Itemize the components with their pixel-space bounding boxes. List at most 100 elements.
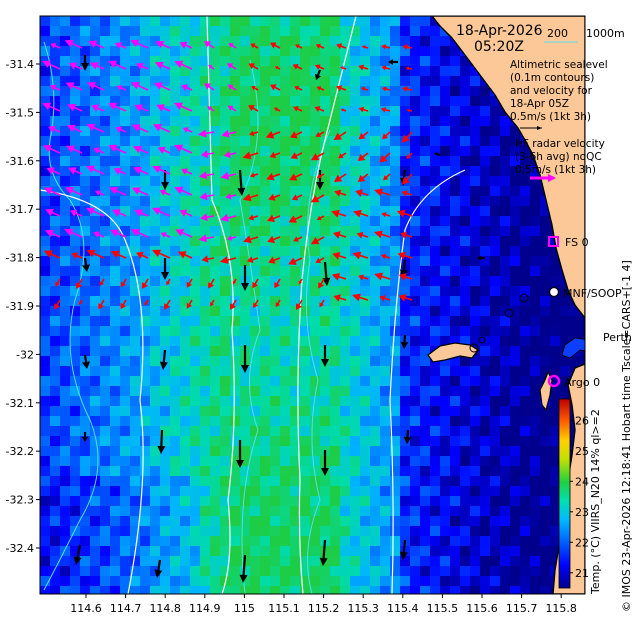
- sst-cell: [440, 526, 451, 537]
- sst-cell: [350, 256, 361, 267]
- sst-cell: [130, 106, 141, 117]
- sst-cell: [400, 566, 411, 577]
- hf-radar-arrow: [374, 272, 391, 281]
- sst-cell: [540, 546, 551, 557]
- sst-cell: [460, 496, 471, 507]
- sst-cell: [110, 156, 121, 167]
- sst-cell: [280, 156, 291, 167]
- sst-cell: [160, 66, 171, 77]
- sst-cell: [300, 486, 311, 497]
- sst-cell: [180, 326, 191, 337]
- sst-cell: [380, 426, 391, 437]
- perth-marker: [592, 325, 602, 335]
- sst-cell: [510, 286, 521, 297]
- hf-radar-arrow: [333, 294, 347, 302]
- sst-cell: [120, 566, 131, 577]
- sst-cell: [50, 276, 61, 287]
- sst-cell: [310, 376, 321, 387]
- sst-cell: [400, 196, 411, 207]
- sst-cell: [180, 306, 191, 317]
- hf-legend-line: (3-6h avg) noQC: [515, 151, 602, 163]
- sst-cell: [80, 446, 91, 457]
- hf-radar-arrow: [293, 236, 303, 242]
- hf-radar-arrow: [316, 86, 325, 91]
- sst-cell: [50, 366, 61, 377]
- sst-cell: [360, 526, 371, 537]
- sst-cell: [410, 336, 421, 347]
- sst-cell: [210, 296, 221, 307]
- sst-cell: [160, 456, 171, 467]
- hf-radar-arrow: [155, 40, 171, 49]
- sst-cell: [270, 206, 281, 217]
- sst-cell: [350, 576, 361, 587]
- sst-cell: [100, 586, 111, 594]
- sst-cell: [280, 356, 291, 367]
- sst-cell: [540, 496, 551, 507]
- sst-cell: [500, 316, 511, 327]
- sst-cell: [280, 196, 291, 207]
- sst-cell: [150, 336, 161, 347]
- sst-cell: [170, 216, 181, 227]
- sst-cell: [100, 156, 111, 167]
- sst-cell: [380, 236, 391, 247]
- sst-cell: [270, 536, 281, 547]
- sst-cell: [490, 316, 501, 327]
- sst-cell: [150, 576, 161, 587]
- sst-cell: [290, 436, 301, 447]
- sst-cell: [170, 406, 181, 417]
- sst-cell: [480, 256, 491, 267]
- hf-radar-velocity-arrows: [42, 39, 413, 310]
- sst-cell: [260, 96, 271, 107]
- sst-cell: [200, 26, 211, 37]
- sst-cell: [450, 236, 461, 247]
- sst-cell: [320, 376, 331, 387]
- sst-cell: [200, 186, 211, 197]
- sst-cell: [460, 316, 471, 327]
- hf-radar-arrow: [130, 39, 149, 49]
- sst-cell: [250, 436, 261, 447]
- sst-cell: [440, 266, 451, 277]
- sst-cell: [110, 16, 121, 27]
- sst-cell: [210, 566, 221, 577]
- sst-cell: [260, 496, 271, 507]
- sst-cell: [310, 566, 321, 577]
- sst-cell: [90, 376, 101, 387]
- title-block: 18-Apr-2026 05:20Z 200 1000m: [456, 23, 625, 55]
- sst-cell: [270, 56, 281, 67]
- sst-cell: [70, 286, 81, 297]
- sst-cell: [340, 486, 351, 497]
- sst-cell: [210, 116, 221, 127]
- sst-cell: [180, 516, 191, 527]
- sst-cell: [380, 576, 391, 587]
- sst-cell: [430, 576, 441, 587]
- sst-cell: [340, 436, 351, 447]
- sst-cell: [120, 376, 131, 387]
- sst-cell: [440, 426, 451, 437]
- sst-cell: [40, 486, 51, 497]
- sst-cell: [130, 296, 141, 307]
- sst-cell: [430, 226, 441, 237]
- sst-cell: [50, 546, 61, 557]
- sst-cell: [60, 536, 71, 547]
- sst-cell: [260, 386, 271, 397]
- sst-cell: [190, 236, 201, 247]
- sst-cell: [270, 336, 281, 347]
- sst-cell: [580, 346, 585, 357]
- sst-cell: [420, 76, 431, 87]
- sst-cell: [470, 256, 481, 267]
- sst-cell: [70, 66, 81, 77]
- sst-cell: [530, 396, 541, 407]
- hf-radar-arrow: [186, 278, 193, 288]
- sst-cell: [150, 486, 161, 497]
- sst-cell: [440, 446, 451, 457]
- sst-cell: [520, 146, 531, 157]
- sst-cell: [210, 216, 221, 227]
- sst-cell: [350, 46, 361, 57]
- sst-cell: [360, 346, 371, 357]
- sst-cell: [460, 406, 471, 417]
- sst-cell: [190, 296, 201, 307]
- sst-cell: [240, 446, 251, 457]
- sst-cell: [180, 286, 191, 297]
- sst-cell: [380, 446, 391, 457]
- sst-cell: [460, 366, 471, 377]
